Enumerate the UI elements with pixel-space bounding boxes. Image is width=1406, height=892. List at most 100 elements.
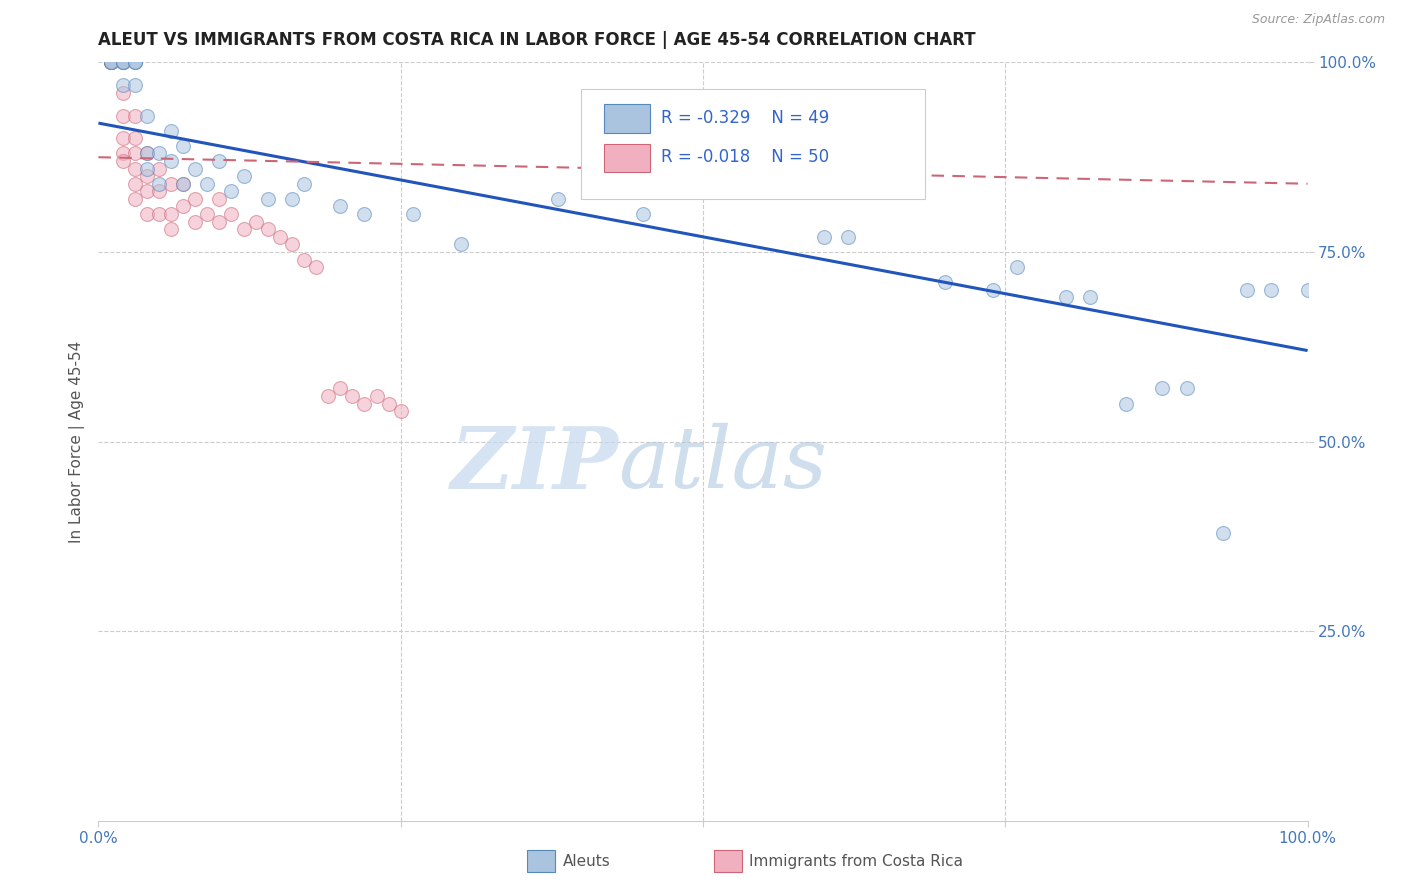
Point	[135, 108, 157, 122]
Point	[305, 260, 328, 275]
Point	[366, 389, 388, 403]
Point	[292, 177, 315, 191]
Point	[221, 207, 243, 221]
Point	[692, 161, 714, 176]
Text: R = -0.329    N = 49: R = -0.329 N = 49	[661, 109, 830, 127]
Point	[124, 55, 146, 70]
Point	[172, 177, 194, 191]
Point	[148, 184, 170, 198]
Point	[124, 192, 146, 206]
Point	[1007, 260, 1029, 275]
Point	[100, 55, 122, 70]
Point	[111, 55, 134, 70]
Point	[281, 237, 304, 252]
Point	[172, 199, 194, 213]
FancyBboxPatch shape	[603, 104, 650, 133]
Point	[160, 222, 183, 236]
Point	[111, 146, 134, 161]
Point	[184, 192, 207, 206]
Point	[100, 55, 122, 70]
Point	[100, 55, 122, 70]
Point	[135, 161, 157, 176]
Point	[148, 146, 170, 161]
Point	[402, 207, 425, 221]
Point	[100, 55, 122, 70]
Point	[353, 207, 375, 221]
Point	[1115, 396, 1137, 410]
Point	[221, 184, 243, 198]
Point	[111, 78, 134, 92]
Point	[232, 169, 254, 184]
Point	[256, 192, 278, 206]
Point	[389, 404, 412, 418]
Point	[124, 177, 146, 191]
Point	[100, 55, 122, 70]
Point	[124, 78, 146, 92]
Point	[631, 207, 654, 221]
Point	[329, 199, 352, 213]
Point	[1296, 283, 1319, 297]
Text: Source: ZipAtlas.com: Source: ZipAtlas.com	[1251, 13, 1385, 27]
Point	[111, 153, 134, 168]
Point	[111, 55, 134, 70]
Point	[111, 55, 134, 70]
Point	[148, 207, 170, 221]
Point	[292, 252, 315, 267]
Text: Immigrants from Costa Rica: Immigrants from Costa Rica	[749, 855, 963, 869]
Point	[208, 153, 231, 168]
Point	[111, 55, 134, 70]
Point	[111, 86, 134, 100]
Point	[148, 161, 170, 176]
Point	[135, 184, 157, 198]
Point	[1236, 283, 1258, 297]
Point	[813, 229, 835, 244]
Point	[160, 123, 183, 137]
Point	[135, 207, 157, 221]
Point	[160, 177, 183, 191]
Point	[342, 389, 364, 403]
Point	[184, 161, 207, 176]
Point	[208, 192, 231, 206]
Point	[837, 229, 859, 244]
Text: ZIP: ZIP	[450, 423, 619, 506]
Point	[353, 396, 375, 410]
Point	[135, 146, 157, 161]
Point	[124, 131, 146, 145]
Point	[172, 177, 194, 191]
Point	[160, 207, 183, 221]
Point	[124, 55, 146, 70]
Point	[111, 131, 134, 145]
Text: ALEUT VS IMMIGRANTS FROM COSTA RICA IN LABOR FORCE | AGE 45-54 CORRELATION CHART: ALEUT VS IMMIGRANTS FROM COSTA RICA IN L…	[98, 31, 976, 49]
Point	[135, 146, 157, 161]
Point	[269, 229, 291, 244]
Text: atlas: atlas	[619, 423, 828, 506]
Point	[1078, 291, 1101, 305]
Point	[135, 169, 157, 184]
Point	[232, 222, 254, 236]
Text: Aleuts: Aleuts	[562, 855, 610, 869]
Point	[547, 192, 569, 206]
Point	[245, 214, 267, 228]
Point	[111, 55, 134, 70]
Point	[1212, 525, 1234, 540]
Point	[934, 275, 956, 289]
FancyBboxPatch shape	[581, 89, 925, 199]
Point	[256, 222, 278, 236]
Point	[450, 237, 472, 252]
Point	[160, 153, 183, 168]
Point	[124, 161, 146, 176]
Point	[1152, 382, 1174, 396]
Point	[148, 177, 170, 191]
Point	[100, 55, 122, 70]
Point	[1054, 291, 1077, 305]
Point	[329, 382, 352, 396]
Point	[1175, 382, 1198, 396]
Point	[111, 108, 134, 122]
Point	[184, 214, 207, 228]
Point	[1260, 283, 1282, 297]
FancyBboxPatch shape	[603, 144, 650, 172]
Point	[281, 192, 304, 206]
Point	[172, 138, 194, 153]
Point	[124, 55, 146, 70]
Point	[981, 283, 1004, 297]
